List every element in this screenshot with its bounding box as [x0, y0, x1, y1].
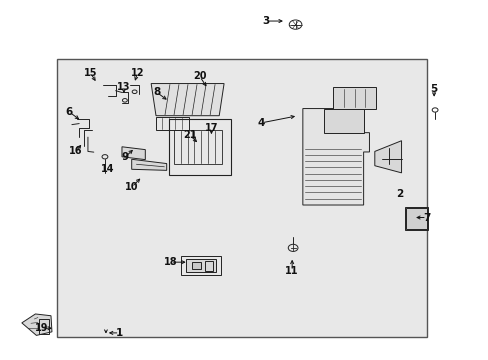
Text: 7: 7: [422, 212, 429, 222]
Text: 9: 9: [122, 152, 129, 162]
Bar: [39, 319, 48, 334]
Text: 14: 14: [101, 164, 114, 174]
Bar: [406, 208, 426, 229]
Text: 21: 21: [183, 130, 196, 140]
Polygon shape: [22, 314, 52, 336]
Text: 13: 13: [117, 82, 130, 92]
Bar: [192, 262, 201, 269]
Text: 1: 1: [116, 328, 123, 338]
Text: 8: 8: [153, 87, 160, 98]
Bar: [155, 117, 188, 130]
Text: 19: 19: [35, 323, 48, 333]
Bar: [186, 259, 216, 272]
Text: 17: 17: [204, 123, 218, 133]
Bar: [57, 59, 426, 337]
Text: 12: 12: [130, 68, 144, 78]
Text: 18: 18: [163, 257, 177, 267]
Bar: [204, 261, 213, 271]
Polygon shape: [332, 87, 375, 109]
Text: 2: 2: [396, 189, 403, 199]
Text: 16: 16: [69, 147, 82, 157]
Polygon shape: [122, 147, 145, 159]
Polygon shape: [131, 159, 166, 170]
Text: 5: 5: [429, 84, 437, 94]
Polygon shape: [302, 109, 369, 205]
Bar: [174, 130, 221, 164]
Text: 11: 11: [285, 266, 298, 276]
Text: 20: 20: [193, 71, 206, 81]
Polygon shape: [324, 109, 363, 133]
Text: 3: 3: [262, 16, 269, 26]
Text: 15: 15: [83, 68, 97, 78]
Polygon shape: [374, 141, 401, 173]
Polygon shape: [151, 84, 224, 116]
Bar: [169, 119, 231, 175]
Bar: [181, 256, 221, 275]
Text: 6: 6: [66, 107, 73, 117]
Text: 10: 10: [125, 182, 138, 192]
Text: 4: 4: [257, 118, 264, 128]
Bar: [404, 207, 427, 230]
